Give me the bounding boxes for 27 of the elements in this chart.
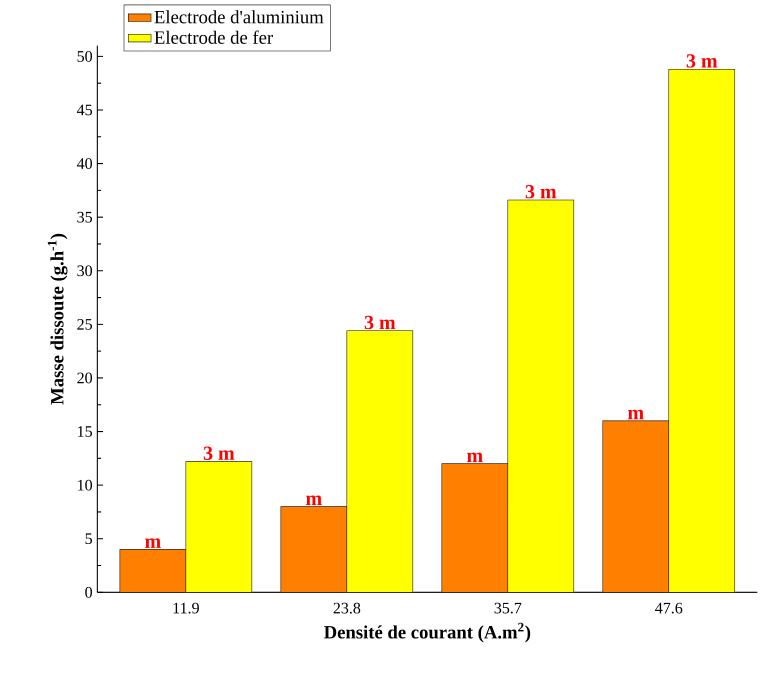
y-tick-label: 10 xyxy=(78,480,92,491)
annotation: 3 m xyxy=(526,184,556,198)
annotation: 3 m xyxy=(204,446,234,460)
y-axis-title: Masse dissoute (g.h$^{-1}$) xyxy=(48,234,68,405)
x-tick-label: 35.7 xyxy=(494,602,522,614)
annotation: m xyxy=(145,538,161,548)
y-tick-label: 25 xyxy=(77,318,92,330)
y-tick-label: 35 xyxy=(77,212,92,223)
x-tick-label: 11.9 xyxy=(174,602,199,614)
y-tick-label: 20 xyxy=(77,372,92,384)
annotation: 3 m xyxy=(364,316,396,330)
x-tick-label: 47.6 xyxy=(655,602,682,614)
legend-label: Electrode de fer xyxy=(154,30,273,44)
y-tick-label: 45 xyxy=(76,104,92,116)
y-tick-label: 30 xyxy=(77,265,92,276)
annotation: m xyxy=(306,496,322,505)
y-tick-label: 15 xyxy=(78,426,92,437)
legend-label: Electrode d'aluminium xyxy=(154,10,324,24)
x-tick-label: 23.8 xyxy=(334,602,360,614)
y-tick-label: 5 xyxy=(86,533,92,544)
annotation: 3 m xyxy=(686,54,718,68)
x-axis-title: Densité de courant (A.m$^{2}$) xyxy=(324,622,530,642)
y-tick-label: 40 xyxy=(76,158,92,169)
annotation: m xyxy=(467,452,483,462)
y-tick-label: 50 xyxy=(78,50,92,62)
annotation: m xyxy=(628,410,644,420)
y-tick-label: 0 xyxy=(85,586,92,598)
